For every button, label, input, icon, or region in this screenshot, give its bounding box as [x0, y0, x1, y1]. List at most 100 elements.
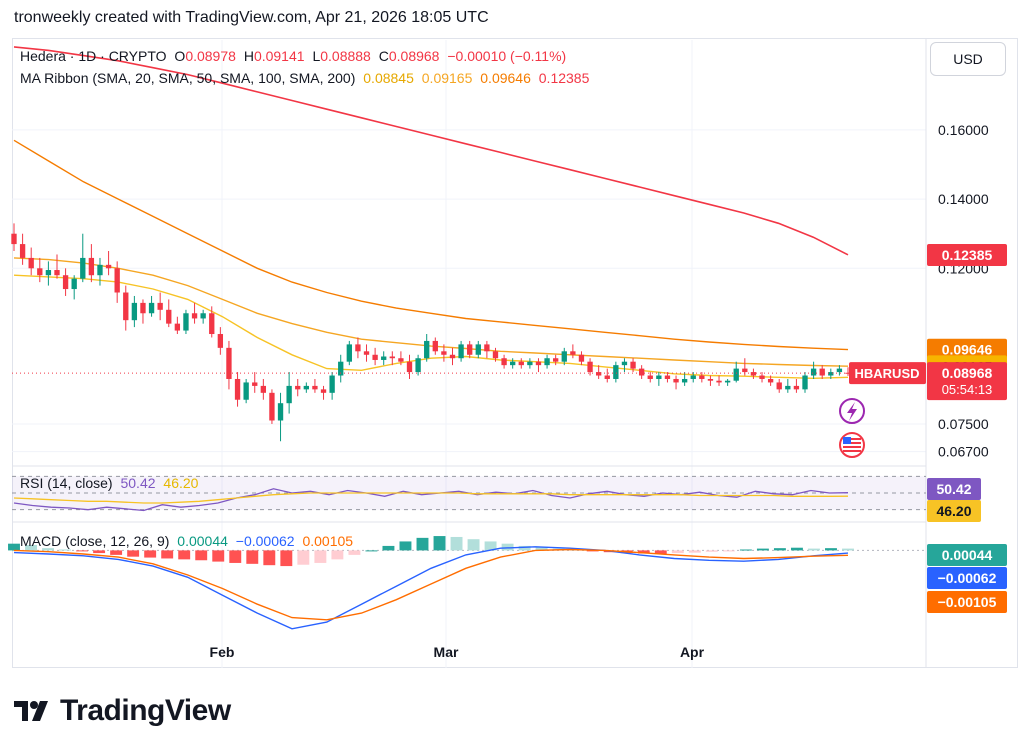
candle: [80, 233, 86, 283]
macd-label[interactable]: MACD (close, 12, 26, 9): [20, 533, 170, 549]
candle-body: [810, 368, 817, 376]
candle: [406, 354, 413, 379]
candle-body: [415, 358, 421, 373]
candle: [62, 268, 69, 296]
candle-body: [209, 313, 215, 335]
close-price-tag-bg: [927, 362, 1007, 401]
time-tick-label: Mar: [434, 644, 459, 660]
rsi-label[interactable]: RSI (14, close): [20, 475, 113, 491]
candle: [733, 361, 739, 383]
candle-body: [234, 378, 241, 400]
macd-histogram-bar: [705, 550, 718, 552]
candle-body: [647, 375, 653, 379]
low-value: 0.08888: [320, 48, 371, 64]
macd-hist-tag-text: 0.00044: [942, 547, 993, 563]
macd-histogram-bar: [416, 537, 429, 551]
candle-body: [123, 292, 129, 321]
macd-histogram-bar: [382, 545, 395, 551]
currency-button[interactable]: USD: [930, 42, 1006, 76]
ma200-price-tag-bg: [927, 243, 1007, 266]
ma200-price-tag: 0.12385: [927, 243, 1007, 266]
candle-body: [62, 275, 69, 290]
candle-body: [553, 358, 559, 362]
candle-body: [742, 368, 748, 373]
candle: [105, 251, 112, 276]
ma-ribbon-label[interactable]: MA Ribbon (SMA, 20, SMA, 50, SMA, 100, S…: [20, 70, 356, 86]
candle: [131, 295, 138, 328]
lightning-icon-bolt: [847, 402, 857, 421]
candle-body: [303, 385, 309, 390]
ma100-price-tag-bg: [927, 338, 1007, 361]
candle: [97, 257, 103, 286]
candle-body: [355, 344, 361, 352]
candle-body: [690, 375, 696, 379]
candle-body: [587, 361, 593, 373]
candle-body: [226, 347, 232, 379]
candle-body: [699, 375, 705, 379]
macd-histogram-bar: [518, 545, 531, 551]
rsi-value-tag-text: 50.42: [936, 481, 971, 497]
candle: [140, 299, 146, 324]
macd-histogram-bar: [93, 550, 106, 554]
ma20-value: 0.08845: [363, 70, 414, 86]
macd-histogram-bar: [450, 536, 463, 551]
macd-histogram-bar: [842, 548, 854, 551]
macd-line: [13, 546, 849, 630]
candle: [664, 372, 671, 383]
candle-body: [510, 361, 516, 366]
macd-histogram-bar: [637, 550, 650, 554]
us-flag-icon-canton: [843, 437, 851, 444]
symbol-label[interactable]: Hedera · 1D · CRYPTO: [20, 48, 167, 64]
candle-body: [664, 375, 671, 379]
candle: [432, 337, 438, 355]
macd-histogram-bar: [229, 550, 242, 563]
macd-histogram-bar: [144, 550, 157, 558]
candle: [295, 378, 301, 397]
macd-histogram-bar: [110, 550, 123, 555]
candle-body: [793, 385, 800, 390]
macd-histogram-bar: [8, 543, 20, 551]
candle: [28, 247, 34, 276]
macd-histogram-bar: [825, 548, 837, 551]
candle-body: [604, 375, 610, 379]
candle-body: [381, 356, 387, 360]
macd-histogram-bar: [722, 550, 735, 552]
candle: [277, 392, 284, 442]
candle: [638, 365, 645, 379]
candle: [381, 351, 387, 366]
candle: [724, 378, 731, 386]
candle-body: [97, 264, 103, 276]
candle: [234, 372, 241, 407]
ma100-value: 0.09646: [480, 70, 531, 86]
rsi-ma-value: 46.20: [163, 475, 199, 491]
macd-histogram-bar: [654, 550, 667, 554]
candle: [621, 358, 628, 373]
macd-hist-tag-bg: [927, 544, 1007, 566]
candle-body: [656, 375, 662, 379]
candle: [260, 378, 267, 400]
candle-body: [673, 378, 679, 383]
candle-body: [475, 344, 481, 355]
candles-layer: [11, 223, 926, 442]
ma200-value: 0.12385: [538, 70, 590, 86]
symbol-tag-bg: [849, 362, 926, 385]
candle: [123, 285, 129, 331]
macd-signal-value: 0.00105: [302, 533, 354, 549]
time-tick-label: Feb: [210, 644, 235, 660]
candle: [690, 372, 696, 383]
tradingview-logo[interactable]: TradingView: [14, 694, 231, 728]
candle-body: [88, 257, 95, 276]
candle-body: [54, 270, 60, 276]
candle-body: [836, 368, 843, 373]
candle: [174, 316, 181, 335]
candle-body: [750, 372, 757, 376]
candle-body: [535, 361, 542, 366]
macd-histogram-bar: [314, 550, 327, 563]
open-value: 0.08978: [185, 48, 236, 64]
candle: [544, 354, 550, 369]
candle-body: [449, 354, 456, 359]
candle-body: [570, 351, 576, 355]
